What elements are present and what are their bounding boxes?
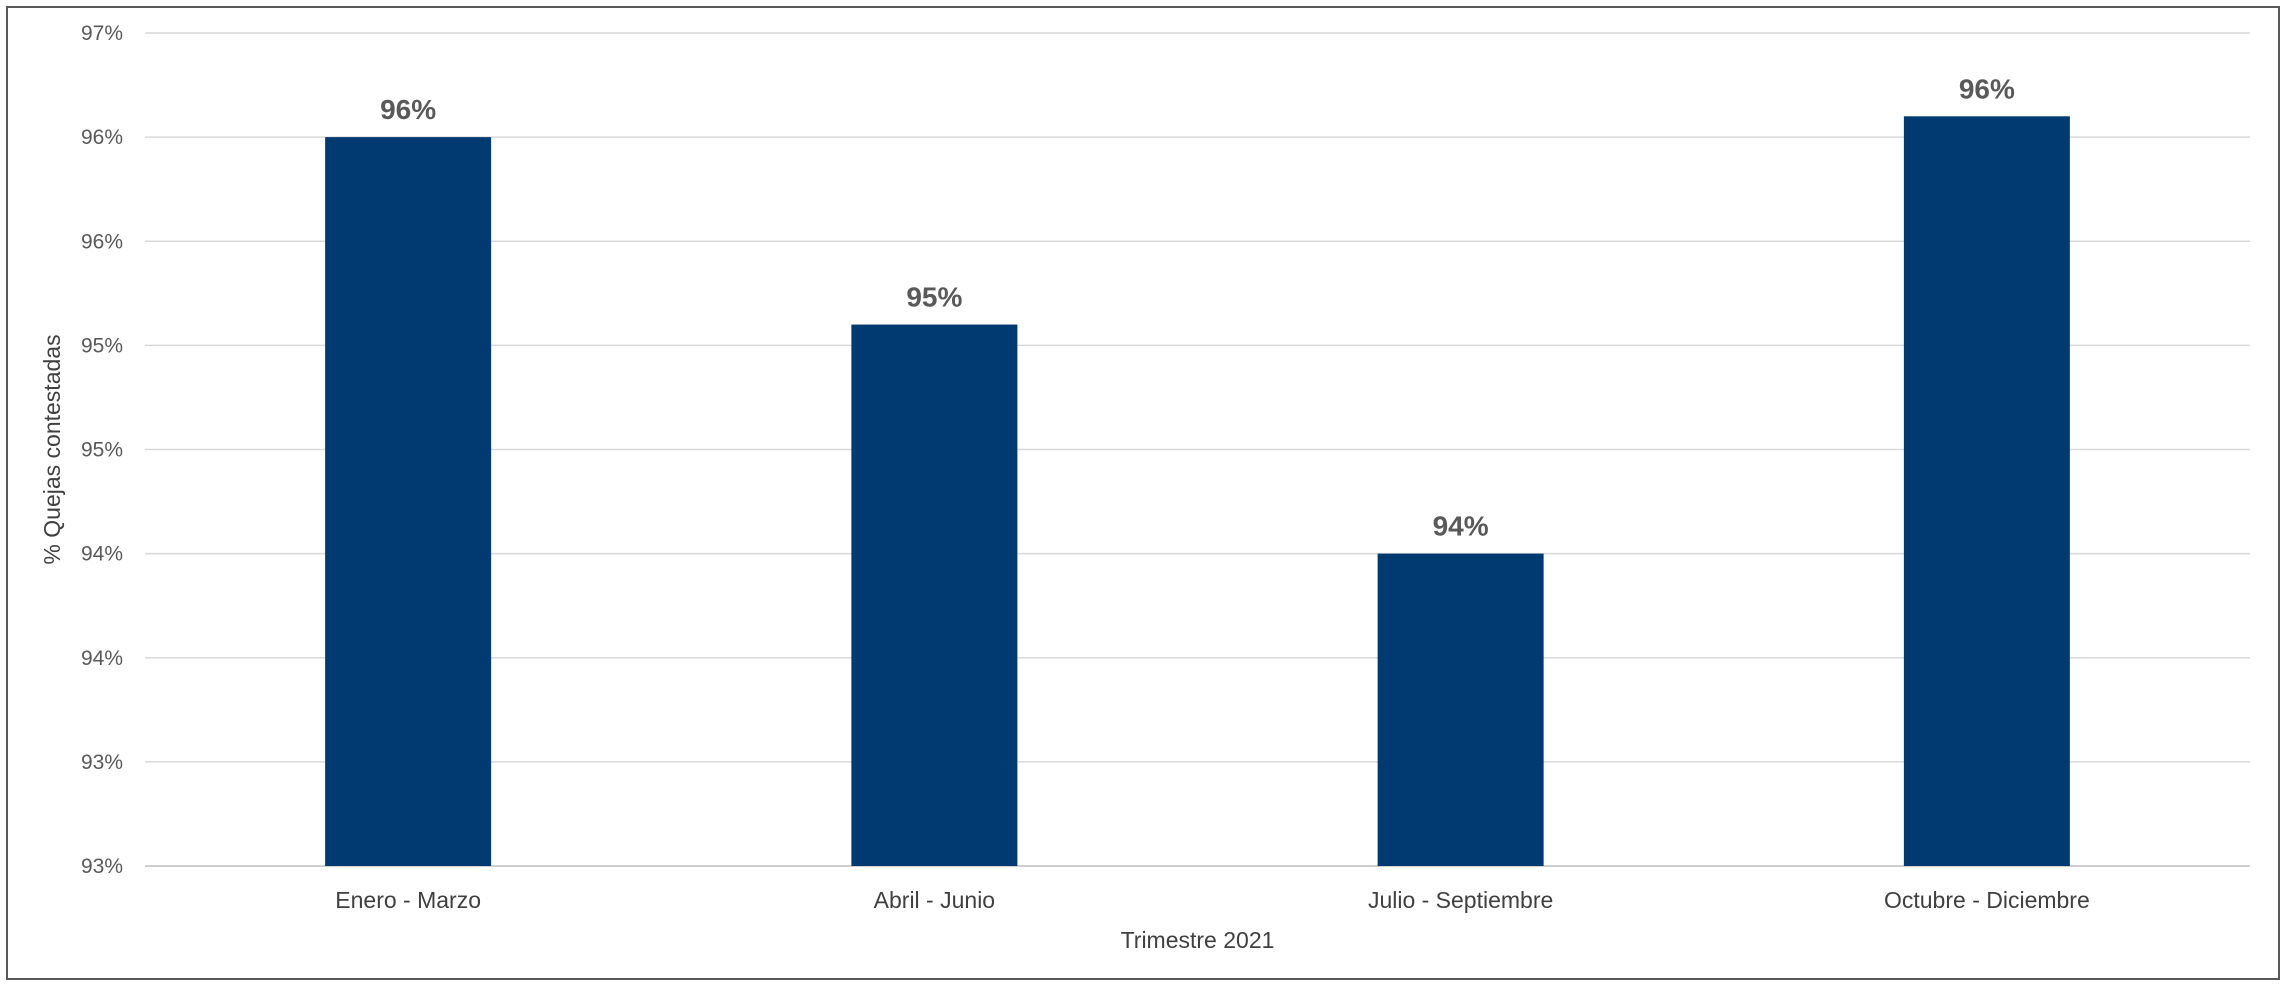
bar [1377,553,1544,866]
y-tick-label: 94% [81,543,123,566]
gridlines [145,32,2250,867]
y-tick-label: 95% [81,334,123,357]
y-axis-title: % Quejas contestadas [39,334,65,564]
bar [851,324,1018,866]
data-label: 96% [380,94,436,125]
y-axis-ticks: 93% 93% 94% 94% 95% 95% 96% 96% 97% [81,22,123,878]
y-tick-label: 93% [81,751,123,774]
data-label: 95% [906,282,962,313]
x-category-label: Octubre - Diciembre [1884,887,2090,913]
y-tick-label: 95% [81,439,123,462]
bar [1903,116,2070,867]
x-category-label: Abril - Junio [874,887,995,913]
y-tick-label: 97% [81,22,123,45]
x-axis-title: Trimestre 2021 [1121,927,1275,953]
data-label: 94% [1433,511,1489,542]
x-category-label: Julio - Septiembre [1368,887,1553,913]
bar [325,137,492,866]
y-tick-label: 96% [81,126,123,149]
y-tick-label: 93% [81,855,123,878]
bars [325,116,2070,867]
y-tick-label: 96% [81,230,123,253]
x-axis-categories: Enero - Marzo Abril - Junio Julio - Septie… [335,887,2090,913]
y-tick-label: 94% [81,647,123,670]
data-labels: 96% 95% 94% 96% [380,73,2015,541]
data-label: 96% [1959,73,2015,104]
x-category-label: Enero - Marzo [335,887,481,913]
